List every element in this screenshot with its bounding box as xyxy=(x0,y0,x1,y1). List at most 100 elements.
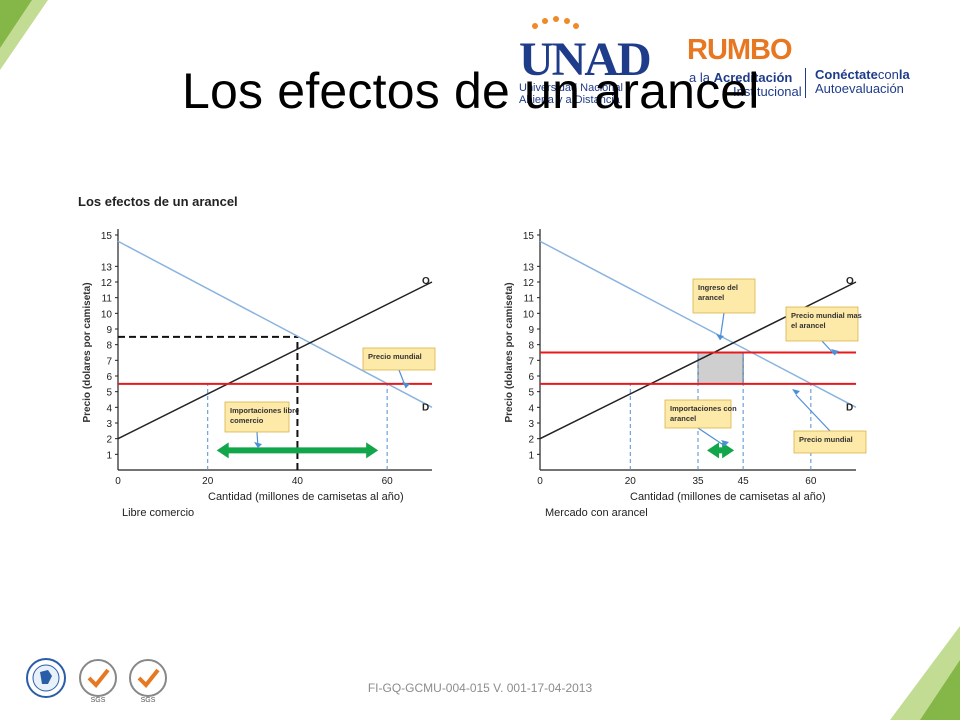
callout-text: Importaciones libre xyxy=(230,406,299,415)
callout-box xyxy=(224,401,290,433)
callout-text: arancel xyxy=(698,293,724,302)
panel1-series-o xyxy=(117,281,433,440)
panel1-callout-1: Precio mundial xyxy=(362,347,436,389)
panel2-x-tick-label: 60 xyxy=(805,476,817,487)
callout-pointer-head xyxy=(716,334,724,340)
panel1-y-tick-label: 2 xyxy=(106,435,112,446)
panel1-y-tick-label: 10 xyxy=(101,309,113,320)
panel2-x-tick-label: 20 xyxy=(625,476,637,487)
callout-pointer-head xyxy=(402,382,410,388)
rumbo-logo: RUMBO a la Acreditación Institucional xyxy=(687,34,817,114)
panel2-y-tick-label: 5 xyxy=(528,388,534,399)
panel2-x-tick-label: 45 xyxy=(738,476,750,487)
conectate-con: con xyxy=(877,67,899,82)
callout-text: comercio xyxy=(230,416,264,425)
panel1-subtitle: Libre comercio xyxy=(122,507,194,519)
panel1-y-tick-label: 13 xyxy=(101,262,113,273)
panel1-y-axis-label: Precio (dolares por camiseta) xyxy=(82,282,93,422)
logo-separator xyxy=(805,68,806,98)
callout-box xyxy=(793,430,867,454)
panel2-tariff-revenue-area xyxy=(697,352,744,385)
panel2-y-tick-label: 10 xyxy=(523,309,535,320)
panel2-y-tick-label: 15 xyxy=(523,231,535,242)
callout-box xyxy=(692,278,756,314)
unad-subtitle: Universidad Nacional Abierta y a Distanc… xyxy=(519,82,623,106)
panel2-y-tick-label: 7 xyxy=(528,356,534,367)
panel2-y-tick-label: 2 xyxy=(528,435,534,446)
panel1-y-tick-label: 6 xyxy=(106,372,112,383)
panel2-y-tick-label: 8 xyxy=(528,341,534,352)
callout-pointer xyxy=(697,427,726,447)
callout-pointer-head xyxy=(831,349,839,355)
panel1-imports-arrow-right-head xyxy=(366,442,379,459)
callout-pointer-head xyxy=(792,389,800,395)
sgs-seal-icon-2: SGS xyxy=(129,659,167,704)
callout-pointer-head xyxy=(721,440,729,446)
conectate-bold: Conéctate xyxy=(815,67,878,82)
panel1-y-tick-label: 5 xyxy=(106,388,112,399)
callout-pointer-head xyxy=(254,442,262,448)
panel1-y-tick-label: 7 xyxy=(106,356,112,367)
svg-text:SGS: SGS xyxy=(141,697,156,704)
callout-text: arancel xyxy=(670,414,696,423)
panel2-y-axis-label: Precio (dolares por camiseta) xyxy=(504,282,515,422)
panel1-x-tick-label: 0 xyxy=(115,476,121,487)
panel2-x-tick-label: 0 xyxy=(537,476,543,487)
header-logos: UNAD Universidad Nacional Abierta y a Di… xyxy=(515,14,935,114)
callout-text: Precio mundial xyxy=(799,435,853,444)
panel1-x-tick-label: 40 xyxy=(292,476,304,487)
panel2-callout-4: Precio mundial xyxy=(792,389,867,454)
panel1-y-tick-label: 3 xyxy=(106,419,112,430)
conectate-line2: Autoevaluación xyxy=(815,81,904,96)
conectate-la: la xyxy=(898,67,910,82)
callout-box xyxy=(362,347,436,371)
panel2-y-tick-label: 12 xyxy=(523,278,535,289)
svg-text:SGS: SGS xyxy=(91,697,106,704)
unad-logo: UNAD Universidad Nacional Abierta y a Di… xyxy=(515,14,652,114)
panel2-y-tick-label: 9 xyxy=(528,325,534,336)
slide-title: Los efectos de un arancel xyxy=(182,63,760,119)
panel1-y-tick-label: 12 xyxy=(101,278,113,289)
callout-pointer xyxy=(795,394,831,432)
panel2-supply-label: O xyxy=(846,276,854,287)
panel1-imports-arrow xyxy=(216,442,379,459)
panel1-y-tick-label: 11 xyxy=(102,294,113,305)
panel1-x-tick-label: 60 xyxy=(382,476,394,487)
footer-code: FI-GQ-GCMU-004-015 V. 001-17-04-2013 xyxy=(367,681,593,695)
panel1-demand-label: D xyxy=(422,402,429,413)
panel2-demand-label: D xyxy=(846,402,853,413)
figure-title: Los efectos de un arancel xyxy=(78,194,238,209)
unad-wordmark: UNAD xyxy=(519,33,652,86)
callout-text: Importaciones con xyxy=(670,404,737,413)
callout-text: el arancel xyxy=(791,321,826,330)
panel2-y-tick-label: 6 xyxy=(528,372,534,383)
panel1-y-tick-label: 1 xyxy=(106,450,112,461)
panel1-y-tick-label: 15 xyxy=(101,231,113,242)
panel1-imports-arrow-left-head xyxy=(216,442,229,459)
rumbo-bold: Acreditación xyxy=(713,70,793,85)
panel1-y-tick-label: 9 xyxy=(106,325,112,336)
callout-box xyxy=(664,399,732,429)
panel2-subtitle: Mercado con arancel xyxy=(545,507,648,519)
callout-text: Precio mundial xyxy=(368,352,422,361)
colombia-seal-icon xyxy=(26,658,66,698)
panel2-series-d xyxy=(539,240,857,408)
panel2-imports-arrow-right-head xyxy=(722,442,735,459)
panel2-x-axis-label: Cantidad (millones de camisetas al año) xyxy=(630,491,826,503)
unad-line2: Abierta y a Distancia xyxy=(519,94,620,106)
certification-seals: SGS SGS xyxy=(26,658,167,704)
rumbo-wordmark: RUMBO xyxy=(687,34,793,66)
sgs-seal-icon-1: SGS xyxy=(79,659,117,704)
panel1-supply-label: O xyxy=(422,276,430,287)
rumbo-line1: a la Acreditación xyxy=(689,70,792,85)
panel2-imports-arrow-left-head xyxy=(707,442,720,459)
rumbo-line2: Institucional xyxy=(733,84,802,99)
callout-pointer xyxy=(821,340,836,356)
conectate-logo: Conéctateconla Autoevaluación xyxy=(815,68,910,96)
panel1-x-axis-label: Cantidad (millones de camisetas al año) xyxy=(208,491,404,503)
callout-text: Precio mundial mas xyxy=(791,311,862,320)
